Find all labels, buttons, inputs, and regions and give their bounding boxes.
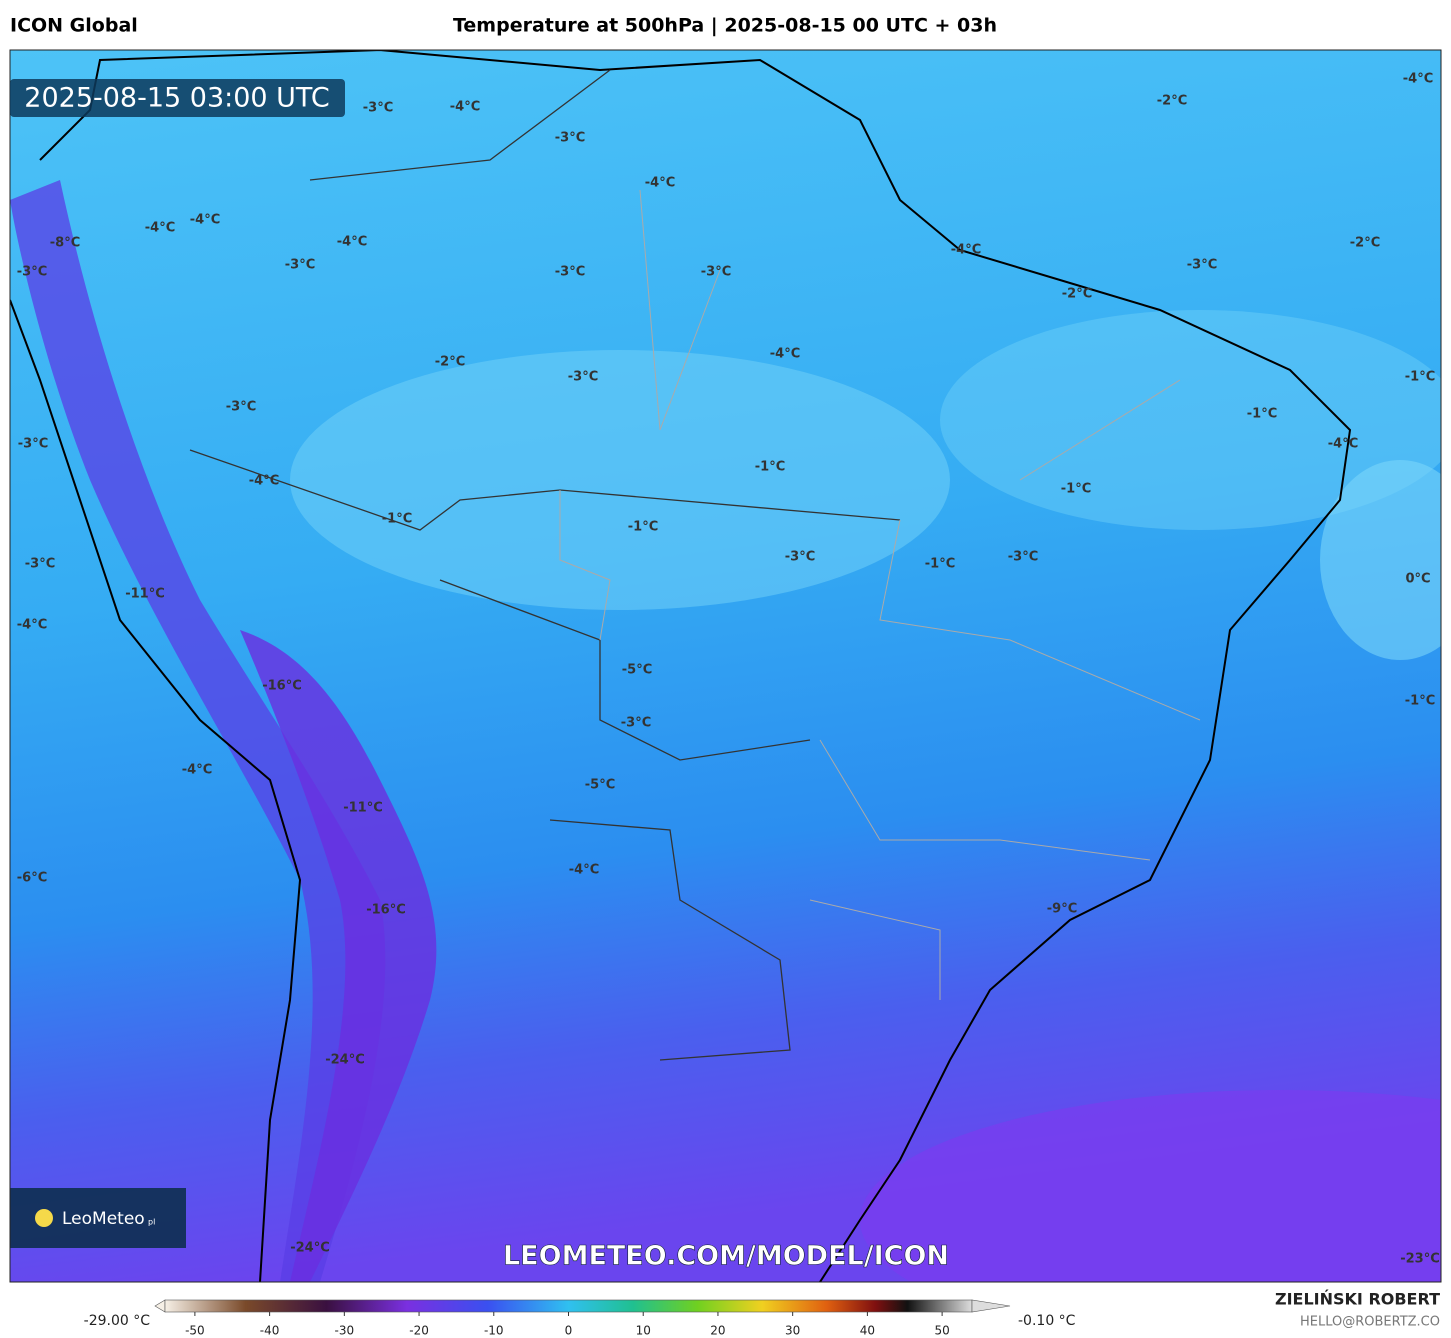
model-name: ICON Global: [10, 15, 138, 37]
temperature-label: -4°C: [770, 347, 800, 362]
temperature-label: -3°C: [363, 101, 393, 116]
temperature-label: -5°C: [622, 663, 652, 678]
map-frame: [9, 49, 1442, 1283]
temperature-label: -4°C: [1403, 72, 1433, 87]
colorbar-tick-label: 40: [860, 1324, 875, 1338]
temperature-label: -3°C: [17, 265, 47, 280]
temperature-label: -4°C: [337, 235, 367, 250]
temperature-label: -4°C: [249, 474, 279, 489]
temperature-label: -1°C: [382, 512, 412, 527]
logo-text: LeoMeteo: [62, 1209, 145, 1229]
temperature-label: -23°C: [1400, 1252, 1440, 1267]
colorbar-arrow-left: [154, 1299, 166, 1313]
colorbar-scale: [164, 1299, 973, 1313]
andes-cold: [10, 180, 386, 1282]
colorbar-tick-label: -40: [260, 1324, 280, 1338]
temperature-label: -1°C: [1247, 407, 1277, 422]
temperature-label: -16°C: [262, 679, 302, 694]
temperature-label: -3°C: [785, 550, 815, 565]
colorbar-tick-label: -50: [185, 1324, 205, 1338]
andes-core: [240, 630, 437, 1282]
colorbar-tick-label: 20: [710, 1324, 725, 1338]
temperature-label: -1°C: [1405, 694, 1435, 709]
temperature-label: -3°C: [25, 557, 55, 572]
temperature-label: -2°C: [1350, 236, 1380, 251]
temperature-label: -4°C: [951, 243, 981, 258]
temperature-label: -3°C: [1187, 258, 1217, 273]
temperature-label: -3°C: [701, 265, 731, 280]
temperature-label: -3°C: [555, 265, 585, 280]
temperature-label: -3°C: [621, 716, 651, 731]
temperature-label: -11°C: [343, 801, 383, 816]
temperature-label: -3°C: [555, 131, 585, 146]
colorbar-tick-label: -10: [484, 1324, 504, 1338]
temperature-label: -24°C: [290, 1241, 330, 1256]
temperature-label: -4°C: [190, 213, 220, 228]
temperature-field: [10, 50, 1441, 1282]
temperature-label: -24°C: [325, 1053, 365, 1068]
temperature-label: -4°C: [17, 618, 47, 633]
temperature-label: -8°C: [50, 236, 80, 251]
temperature-label: -16°C: [366, 903, 406, 918]
colorbar-arrow-right: [971, 1299, 1011, 1313]
temperature-label: -4°C: [645, 176, 675, 191]
temperature-label: -4°C: [182, 763, 212, 778]
colorbar: -50 -40 -30 -20 -10 0 10 20 30 40 50: [154, 1299, 1011, 1338]
warm-area: [940, 310, 1441, 530]
timestamp-box: [10, 79, 345, 117]
colorbar-tick-label: 10: [636, 1324, 651, 1338]
temperature-label: -1°C: [925, 557, 955, 572]
map: -3°C -4°C -2°C -4°C -3°C -4°C -4°C -4°C -8°C -4°C…: [10, 50, 1441, 1282]
cold-area: [860, 1090, 1441, 1282]
email: HELLO@ROBERTZ.CO: [1300, 1315, 1440, 1330]
map-title: Temperature at 500hPa | 2025-08-15 00 UT…: [453, 15, 997, 37]
temperature-label: -2°C: [1157, 94, 1187, 109]
temperature-label: -5°C: [585, 778, 615, 793]
colorbar-tick-label: 0: [565, 1324, 573, 1338]
temperature-label: -3°C: [1008, 550, 1038, 565]
temperature-label: -3°C: [18, 437, 48, 452]
temperature-label: -4°C: [450, 100, 480, 115]
timestamp: 2025-08-15 03:00 UTC: [24, 83, 329, 114]
borders: [189, 69, 901, 1061]
temperature-label: -2°C: [1062, 287, 1092, 302]
colorbar-tick-label: 30: [785, 1324, 800, 1338]
temperature-label: -6°C: [17, 871, 47, 886]
temperature-label: -4°C: [1328, 437, 1358, 452]
logo-suffix: pl: [148, 1218, 155, 1227]
coastline: [10, 50, 1352, 1282]
colorbar-max: -0.10 °C: [1018, 1313, 1076, 1329]
temperature-label: -4°C: [569, 863, 599, 878]
temperature-label: -3°C: [285, 258, 315, 273]
author: ZIELIŃSKI ROBERT: [1275, 1290, 1440, 1309]
temperature-label: -4°C: [145, 221, 175, 236]
colorbar-tick-label: -30: [335, 1324, 355, 1338]
logo-sun: [35, 1209, 53, 1227]
temperature-label: -2°C: [435, 355, 465, 370]
temperature-label: -1°C: [628, 520, 658, 535]
warm-area: [1320, 460, 1441, 660]
temperature-label: -1°C: [1405, 370, 1435, 385]
temperature-label: 0°C: [1405, 572, 1430, 587]
state-borders: [559, 189, 1201, 1000]
temperature-label: -3°C: [226, 400, 256, 415]
temperature-label: -11°C: [125, 587, 165, 602]
temperature-label: -3°C: [568, 370, 598, 385]
watermark: LEOMETEO.COM/MODEL/ICON: [503, 1241, 949, 1272]
temperature-labels: -3°C -4°C -2°C -4°C -3°C -4°C -4°C -4°C -8°C -4°C…: [17, 72, 1440, 1267]
temperature-label: -1°C: [1061, 482, 1091, 497]
colorbar-tick-label: -20: [409, 1324, 429, 1338]
temperature-label: -1°C: [755, 460, 785, 475]
temperature-label: -9°C: [1047, 902, 1077, 917]
colorbar-tick-label: 50: [934, 1324, 949, 1338]
colorbar-min: -29.00 °C: [84, 1313, 151, 1329]
warm-area: [290, 350, 950, 610]
